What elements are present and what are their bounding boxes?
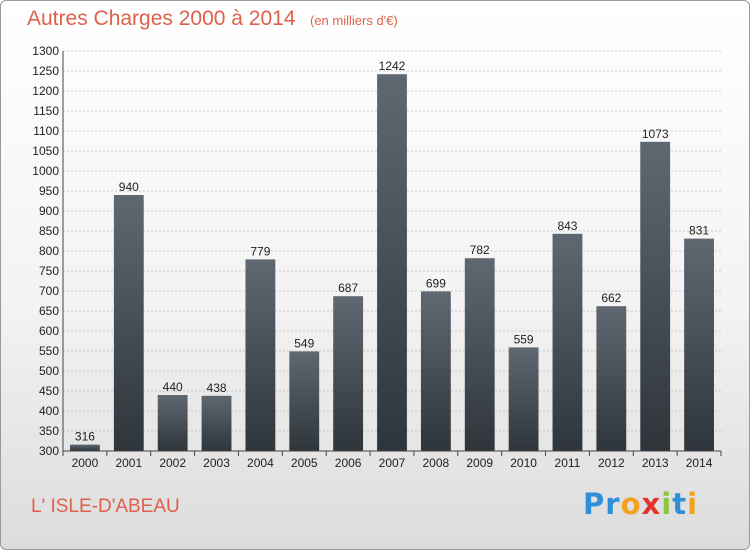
y-tick-label: 350 [39,424,59,438]
bar-2003 [201,395,232,451]
value-label-2001: 940 [119,180,139,194]
logo-letter: x [641,487,662,521]
bar-2002 [157,395,188,451]
y-tick-label: 400 [39,404,59,418]
logo-letter: r [605,487,621,521]
bar-2001 [113,195,144,451]
bar-2012 [596,306,627,451]
logo-letter: t [672,487,688,521]
x-tick-label-2011: 2011 [555,456,581,470]
y-tick-label: 550 [39,344,59,358]
y-tick-label: 1300 [32,44,59,58]
x-tick-label-2006: 2006 [335,456,362,470]
y-tick-label: 800 [39,244,59,258]
x-tick-label-2002: 2002 [159,456,186,470]
value-label-2010: 559 [514,332,534,346]
x-tick-label-2009: 2009 [466,456,493,470]
y-tick-label: 1100 [33,124,59,138]
value-label-2009: 782 [470,243,490,257]
value-label-2003: 438 [207,381,227,395]
chart-title: Autres Charges 2000 à 2014 [27,7,296,30]
logo-letter: i [661,487,673,521]
y-tick-label: 1200 [32,84,59,98]
value-label-2012: 662 [601,291,621,305]
y-tick-label: 700 [39,284,59,298]
value-label-2007: 1242 [379,59,406,73]
value-label-2008: 699 [426,276,446,290]
bar-2010 [508,347,539,451]
bar-2014 [684,238,714,451]
y-tick-label: 750 [39,264,59,278]
value-label-2011: 843 [557,219,577,233]
value-label-2005: 549 [294,336,314,350]
proxiti-logo: Proxiti [583,487,698,521]
x-tick-label-2003: 2003 [203,456,230,470]
x-tick-label-2008: 2008 [423,456,450,470]
value-label-2002: 440 [163,380,183,394]
y-tick-label: 500 [39,364,59,378]
y-tick-label: 950 [39,184,59,198]
y-tick-label: 900 [39,204,59,218]
bar-2000 [70,444,100,451]
bar-2008 [420,291,451,451]
y-tick-label: 1050 [32,144,59,158]
x-tick-label-2004: 2004 [247,456,274,470]
value-label-2000: 316 [75,430,95,444]
x-tick-label-2001: 2001 [115,456,142,470]
title-row: Autres Charges 2000 à 2014 (en milliers … [27,7,398,31]
y-tick-label: 600 [39,324,59,338]
y-tick-label: 1150 [33,104,59,118]
x-tick-label-2007: 2007 [379,456,406,470]
y-tick-label: 1000 [32,164,59,178]
x-tick-label-2010: 2010 [510,456,537,470]
x-tick-label-2000: 2000 [72,456,99,470]
x-tick-label-2013: 2013 [642,456,669,470]
value-label-2014: 831 [689,224,709,238]
bar-2007 [377,74,407,451]
axes: 300 350 400 450 500 550 600 650 700 750 800 850 900 9… [32,44,722,470]
bar-2013 [640,141,671,452]
commune-name: L' ISLE-D'ABEAU [31,496,180,517]
logo-letter: o [620,487,642,521]
bar-2005 [289,351,320,451]
chart-unit: (en milliers d'€) [309,13,398,28]
x-tick-label-2005: 2005 [291,456,318,470]
bar-2011 [552,233,583,451]
x-tick-label-2014: 2014 [686,456,713,470]
bar-2004 [245,259,276,451]
value-label-2004: 779 [250,244,270,258]
logo-letter: P [583,487,606,521]
y-tick-label: 1250 [32,64,59,78]
bar-2006 [333,296,364,451]
bars: 316 940 440 438 779 549 687 1242 699 782 559 843 662… [70,59,714,452]
bar-2009 [464,258,495,451]
x-tick-label-2012: 2012 [598,456,625,470]
value-label-2006: 687 [338,281,358,295]
y-tick-label: 450 [39,384,59,398]
value-label-2013: 1073 [642,127,669,141]
y-tick-label: 300 [39,444,59,458]
y-tick-label: 850 [39,224,59,238]
y-tick-label: 650 [39,304,59,318]
logo-letter: i [687,487,699,521]
